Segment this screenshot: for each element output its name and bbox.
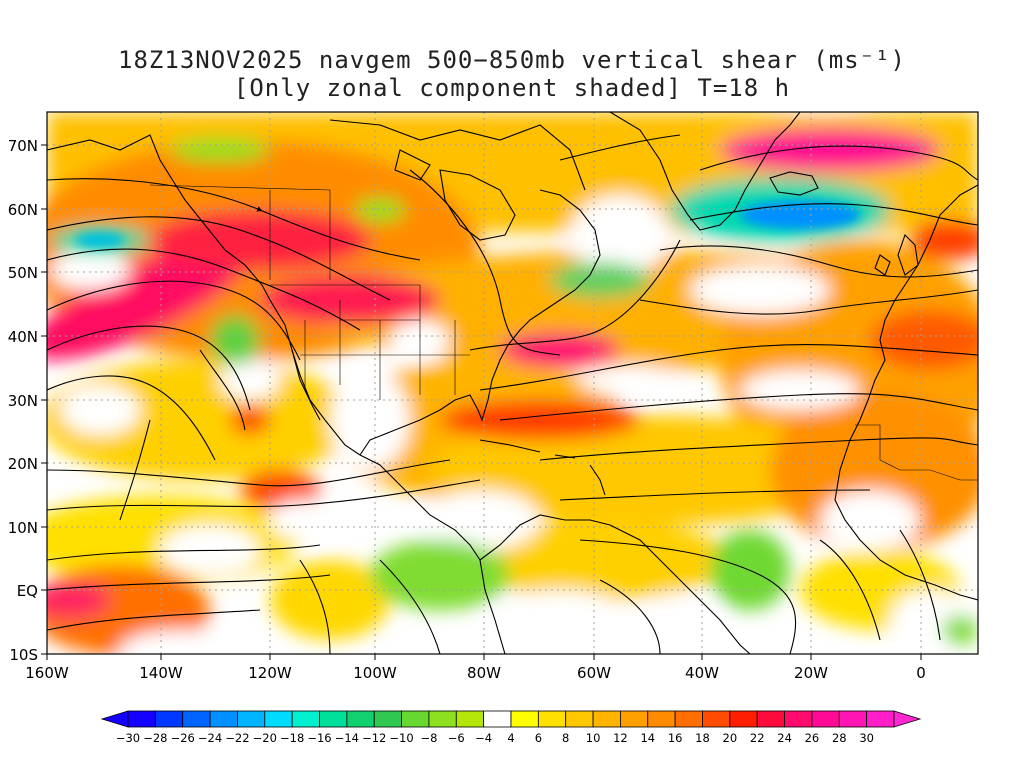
lon-label: 0 (916, 664, 926, 682)
colorbar-label: 14 (640, 731, 655, 745)
colorbar: −30 −28 −26 −24 −22 −20 −18 −16 −14 −12 −10 −8 −6 −4 4… (100, 710, 922, 745)
colorbar-label: −22 (225, 731, 249, 745)
colorbar-swatch (592, 710, 621, 728)
colorbar-label: 12 (613, 731, 628, 745)
lon-label: 160W (25, 664, 69, 682)
colorbar-swatch (346, 710, 375, 728)
lon-label: 120W (248, 664, 292, 682)
colorbar-label: 22 (750, 731, 765, 745)
colorbar-label: 28 (832, 731, 847, 745)
map-frame (46, 111, 979, 655)
colorbar-swatch (401, 710, 430, 728)
colorbar-swatch (674, 710, 703, 728)
colorbar-swatch (264, 710, 293, 728)
colorbar-label: −6 (448, 731, 465, 745)
colorbar-label: −26 (171, 731, 195, 745)
colorbar-label: −30 (116, 731, 140, 745)
colorbar-swatch (729, 710, 758, 728)
lon-label: 100W (353, 664, 397, 682)
axis-ticks (41, 144, 922, 660)
lat-label: 10N (8, 519, 38, 537)
colorbar-swatch (182, 710, 211, 728)
colorbar-label: 16 (668, 731, 683, 745)
lat-label: 40N (8, 328, 38, 346)
lat-label: 10S (9, 646, 38, 664)
colorbar-label: −20 (253, 731, 277, 745)
colorbar-swatch (620, 710, 649, 728)
colorbar-swatch (702, 710, 731, 728)
colorbar-label: 18 (695, 731, 710, 745)
colorbar-label: −12 (362, 731, 386, 745)
lat-lon-grid (47, 112, 978, 654)
lat-label: 30N (8, 392, 38, 410)
colorbar-label: −14 (335, 731, 359, 745)
colorbar-label: −4 (475, 731, 492, 745)
colorbar-label: 26 (805, 731, 820, 745)
colorbar-label: 30 (859, 731, 874, 745)
map-title: 18Z13NOV2025 navgem 500−850mb vertical s… (118, 46, 906, 74)
lon-label: 40W (685, 664, 719, 682)
colorbar-swatch (319, 710, 348, 728)
colorbar-label: 24 (777, 731, 792, 745)
colorbar-swatch (510, 710, 539, 728)
lon-label: 20W (794, 664, 828, 682)
colorbar-swatch (784, 710, 813, 728)
colorbar-swatch (483, 710, 512, 728)
colorbar-swatch (428, 710, 457, 728)
shear-shading (47, 112, 978, 654)
colorbar-swatch (291, 710, 320, 728)
colorbar-label: −10 (389, 731, 413, 745)
colorbar-swatch (811, 710, 840, 728)
colorbar-swatch (154, 710, 184, 728)
colorbar-swatch (756, 710, 785, 728)
lat-label: 20N (8, 455, 38, 473)
colorbar-label: 10 (586, 731, 601, 745)
lat-label: 60N (8, 201, 38, 219)
colorbar-label: −24 (198, 731, 222, 745)
map-subtitle: [Only zonal component shaded] T=18 h (233, 74, 791, 102)
colorbar-swatch (537, 710, 567, 728)
colorbar-above-triangle (893, 710, 922, 728)
colorbar-label: −18 (280, 731, 304, 745)
colorbar-swatch (127, 710, 156, 728)
colorbar-swatch (838, 710, 868, 728)
colorbar-swatch (373, 710, 402, 728)
colorbar-swatch (455, 710, 485, 728)
colorbar-swatch (647, 710, 676, 728)
colorbar-below-triangle (100, 710, 129, 728)
latitude-labels: 70N 60N 50N 40N 30N 20N 10N EQ 10S (8, 137, 38, 664)
colorbar-swatch (237, 710, 266, 728)
coastlines (47, 112, 978, 654)
longitude-labels: 160W 140W 120W 100W 80W 60W 40W 20W 0 (25, 664, 926, 682)
colorbar-swatch (209, 710, 238, 728)
colorbar-label: 4 (507, 731, 514, 745)
lat-label: 50N (8, 264, 38, 282)
colorbar-swatch (866, 710, 895, 728)
colorbar-label: −28 (143, 731, 167, 745)
lon-label: 140W (139, 664, 183, 682)
colorbar-label: −16 (307, 731, 331, 745)
colorbar-label: 20 (723, 731, 738, 745)
colorbar-swatch (565, 710, 594, 728)
colorbar-label: 8 (562, 731, 569, 745)
streamlines (47, 134, 978, 654)
colorbar-label: 6 (535, 731, 542, 745)
lat-label: 70N (8, 137, 38, 155)
lon-label: 80W (467, 664, 501, 682)
colorbar-label: −8 (420, 731, 437, 745)
lon-label: 60W (577, 664, 611, 682)
lat-label: EQ (17, 582, 38, 600)
